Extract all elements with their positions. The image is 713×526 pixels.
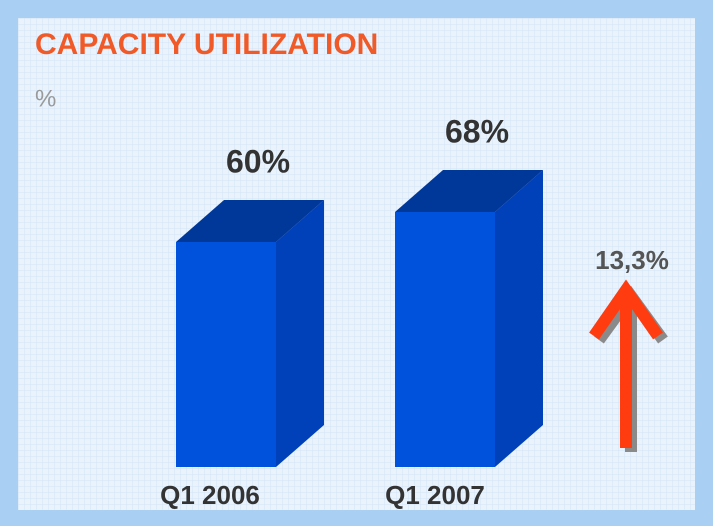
value-label: 68% [445,113,509,149]
arrow [589,279,668,452]
panel-grid [18,18,695,510]
bar-side [495,170,543,467]
value-label: 60% [226,143,290,179]
bar-top [176,200,324,242]
bar-side [276,200,324,467]
annotation: 13,3% [595,245,669,275]
chart-subtitle: % [35,85,56,112]
x-tick-label: Q1 2007 [385,480,485,510]
bar [176,242,276,467]
bar-top [395,170,543,212]
bar [395,212,495,467]
chart-title: CAPACITY UTILIZATION [35,28,378,61]
x-tick-label: Q1 2006 [160,480,260,510]
